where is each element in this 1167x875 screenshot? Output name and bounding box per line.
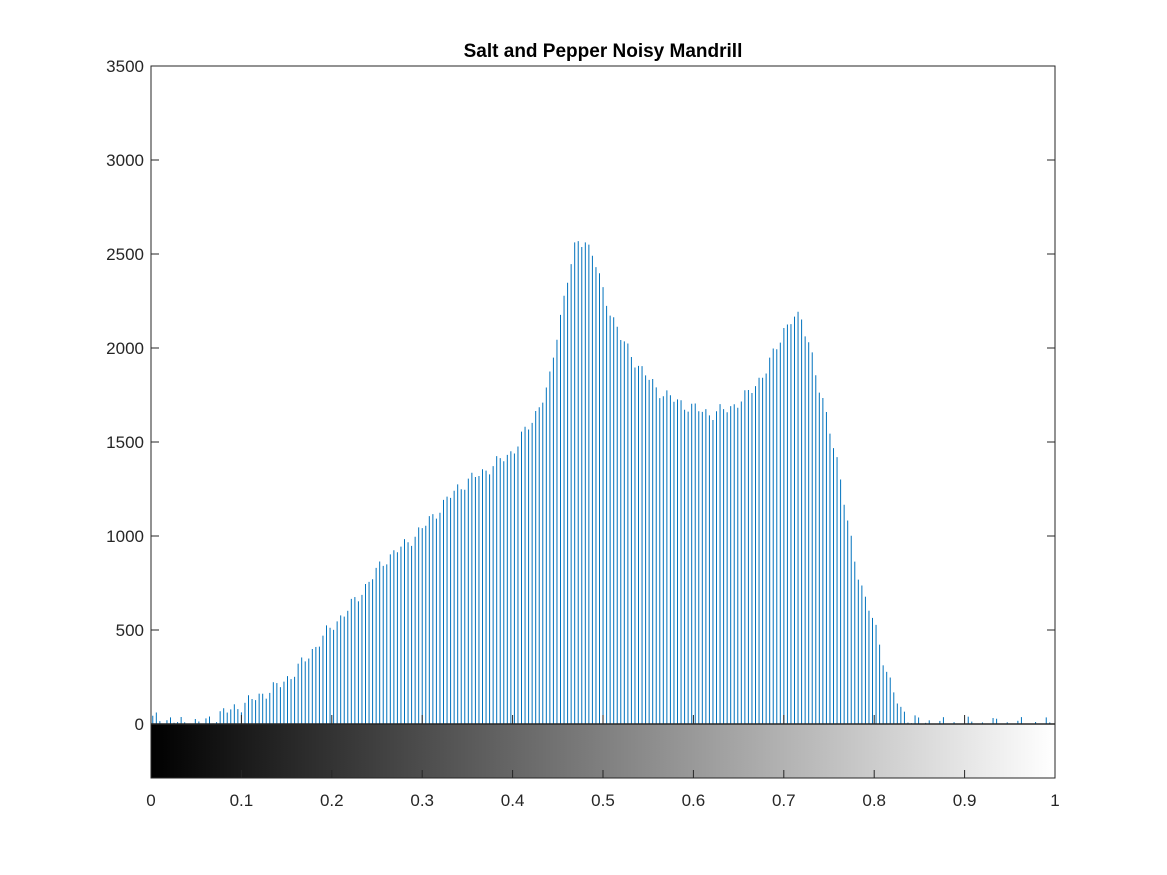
y-tick-label: 1000 bbox=[106, 527, 144, 546]
x-tick-label: 0.9 bbox=[953, 791, 977, 810]
chart-title: Salt and Pepper Noisy Mandrill bbox=[464, 41, 743, 62]
y-tick-label: 1500 bbox=[106, 433, 144, 452]
x-tick-label: 0.3 bbox=[410, 791, 434, 810]
colorbar bbox=[150, 723, 1056, 779]
histogram-bars bbox=[152, 241, 1051, 724]
colorbar-gradient bbox=[150, 723, 1056, 779]
y-tick-label: 500 bbox=[116, 621, 144, 640]
x-tick-label: 1 bbox=[1050, 791, 1059, 810]
x-axis: 0 0.1 0.2 0.3 0.4 0.5 0.6 0.7 0.8 0.9 1 bbox=[146, 715, 1060, 810]
x-tick-label: 0.1 bbox=[230, 791, 254, 810]
y-tick-label: 2500 bbox=[106, 245, 144, 264]
y-tick-label: 3500 bbox=[106, 57, 144, 76]
y-tick-label: 3000 bbox=[106, 151, 144, 170]
x-tick-label: 0.8 bbox=[862, 791, 886, 810]
x-tick-label: 0 bbox=[146, 791, 155, 810]
x-tick-label: 0.4 bbox=[501, 791, 525, 810]
y-axis: 0 500 1000 1500 2000 2500 3000 3500 bbox=[106, 57, 1055, 734]
x-tick-label: 0.6 bbox=[682, 791, 706, 810]
y-tick-label: 0 bbox=[135, 715, 144, 734]
x-tick-label: 0.2 bbox=[320, 791, 344, 810]
y-tick-label: 2000 bbox=[106, 339, 144, 358]
x-tick-label: 0.7 bbox=[772, 791, 796, 810]
x-tick-label: 0.5 bbox=[591, 791, 615, 810]
